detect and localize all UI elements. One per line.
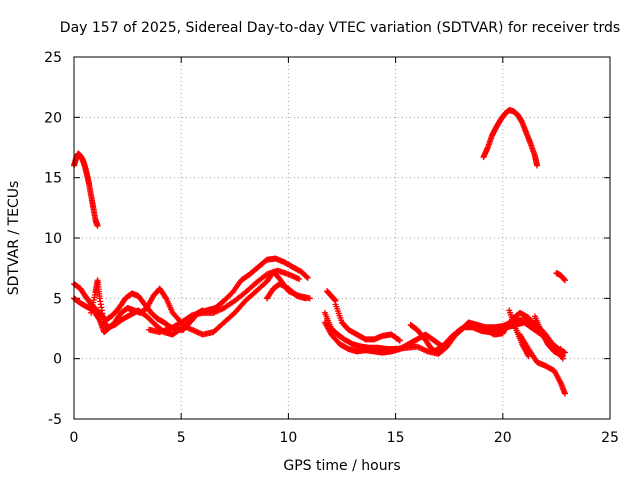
series-arc-n xyxy=(531,313,564,355)
x-tick-label: 20 xyxy=(494,430,512,446)
x-tick-label: 5 xyxy=(177,430,186,446)
data-point xyxy=(561,277,568,284)
y-axis-label: SDTVAR / TECUs xyxy=(6,181,22,296)
data-point xyxy=(525,353,532,360)
y-tick-label: 0 xyxy=(53,352,62,368)
series-arc-f xyxy=(263,280,309,302)
data-point xyxy=(187,313,194,320)
x-tick-label: 25 xyxy=(601,430,619,446)
data-point xyxy=(304,274,311,281)
y-tick-label: 5 xyxy=(53,291,62,307)
series-arc-m xyxy=(506,307,532,360)
data-point xyxy=(296,276,303,283)
data-points xyxy=(71,107,568,397)
data-point xyxy=(561,390,568,397)
data-point xyxy=(230,311,237,318)
plot-frame xyxy=(73,56,611,420)
y-tick-label: -5 xyxy=(48,412,62,428)
x-tick-label: 15 xyxy=(387,430,405,446)
y-tick-label: 25 xyxy=(44,50,62,66)
series-arc-k xyxy=(407,317,566,362)
y-tick-label: 10 xyxy=(44,231,62,247)
data-point xyxy=(561,349,568,356)
grid-lines xyxy=(74,57,610,419)
series-arc-i xyxy=(323,288,339,304)
x-axis-label: GPS time / hours xyxy=(283,458,400,474)
series-arc-early-high xyxy=(71,150,101,229)
series-arc-l xyxy=(516,331,568,397)
y-tick-label: 20 xyxy=(44,110,62,126)
data-point xyxy=(396,337,403,344)
y-tick-label: 15 xyxy=(44,171,62,187)
series-arc-j xyxy=(332,301,403,344)
axis-ticks: 0 5 10 15 20 25 -5 0 5 10 15 20 25 xyxy=(44,50,619,446)
data-point xyxy=(94,222,101,229)
x-tick-label: 0 xyxy=(70,430,79,446)
data-point xyxy=(395,336,402,343)
data-point xyxy=(557,346,564,353)
data-point xyxy=(162,294,169,301)
data-point xyxy=(559,355,566,362)
chart-title: Day 157 of 2025, Sidereal Day-to-day VTE… xyxy=(60,20,620,36)
data-point xyxy=(302,295,309,302)
x-tick-label: 10 xyxy=(279,430,297,446)
data-point xyxy=(534,162,541,169)
series-arc-late-small xyxy=(553,269,568,284)
series-arc-late-high xyxy=(480,107,541,169)
data-point xyxy=(303,274,310,281)
